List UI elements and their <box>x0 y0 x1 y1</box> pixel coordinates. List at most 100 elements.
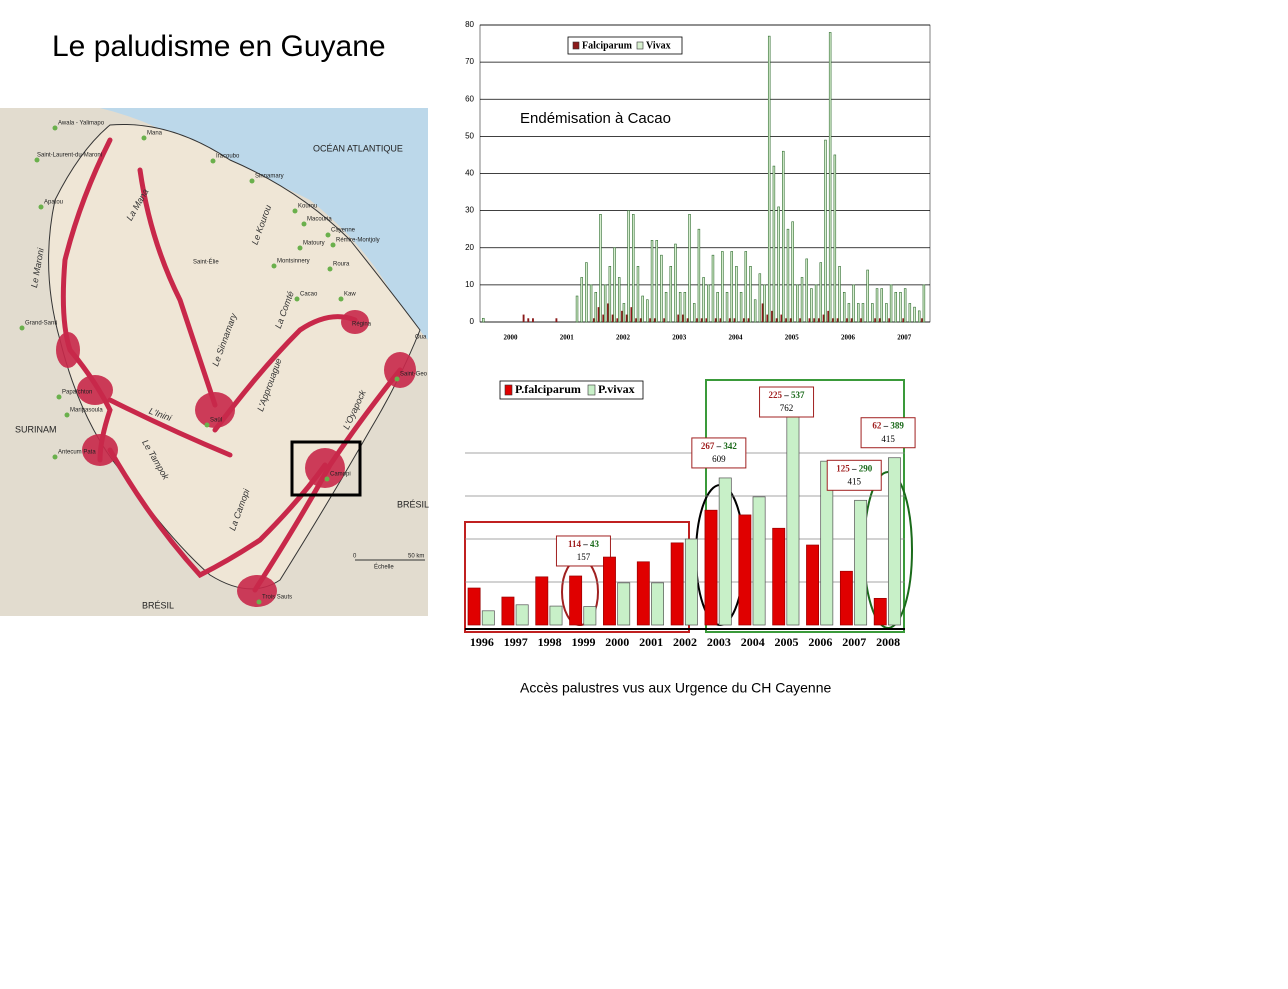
bar <box>625 314 628 322</box>
town-dot <box>56 394 62 400</box>
bar <box>806 544 819 626</box>
legend-label: Falciparum <box>582 40 633 51</box>
map-label: Saint-Geo <box>400 372 428 378</box>
bar <box>627 210 630 323</box>
bar <box>789 318 792 322</box>
annotation-falciparum: 62 <box>872 421 882 431</box>
bar <box>838 266 841 323</box>
annotation-vivax: 537 <box>791 390 805 400</box>
bar <box>824 139 827 323</box>
river <box>107 397 233 458</box>
bar <box>655 240 658 323</box>
bar <box>599 214 602 323</box>
map-label: 0 <box>353 554 357 560</box>
focus <box>77 375 113 405</box>
annotation-vivax: 43 <box>590 539 600 549</box>
town-dot <box>327 266 333 272</box>
bar <box>782 150 785 323</box>
map-label: Awala - Yalimapo <box>58 121 105 127</box>
bar <box>753 299 757 323</box>
focus <box>341 310 369 334</box>
bar <box>752 496 766 626</box>
bar <box>669 266 673 323</box>
x-tick-label: 2006 <box>841 334 856 342</box>
x-tick-label: 2001 <box>560 334 575 342</box>
bar <box>621 310 623 322</box>
bar <box>702 277 705 323</box>
bar <box>597 307 600 322</box>
bar <box>688 214 691 323</box>
annotation-total: 609 <box>712 454 726 464</box>
bar <box>799 318 802 322</box>
legend-swatch <box>636 41 644 50</box>
legend-box <box>499 380 644 400</box>
map-label: Cacao <box>300 292 318 298</box>
annotation-values: 125 – 290 <box>836 463 873 473</box>
town-dot <box>19 325 25 331</box>
bar <box>569 575 583 626</box>
x-tick-label: 2002 <box>616 334 631 342</box>
x-tick-label: 2002 <box>673 635 697 649</box>
bar <box>730 251 733 323</box>
legend-label: Vivax <box>646 40 671 51</box>
bar <box>873 597 887 626</box>
bar <box>677 314 680 322</box>
x-tick-label: 2007 <box>897 334 912 342</box>
bar <box>613 247 616 323</box>
dash: – <box>850 463 859 473</box>
annotation-falciparum: 114 <box>568 539 582 549</box>
bar <box>684 538 698 626</box>
bar <box>889 284 893 323</box>
x-tick-label: 1996 <box>470 635 494 649</box>
annotation-falciparum: 225 <box>769 390 783 400</box>
town-dot <box>249 178 255 184</box>
y-tick-label: 70 <box>465 57 474 66</box>
x-tick-label: 2007 <box>842 635 866 649</box>
bar <box>842 291 846 323</box>
bar <box>664 291 668 323</box>
map-label: Saint-Élie <box>193 259 219 266</box>
bar <box>833 154 837 323</box>
bar <box>880 288 883 323</box>
bar <box>903 288 907 323</box>
legend-box <box>567 36 683 55</box>
chart-caption: Accès palustres vus aux Urgence du CH Ca… <box>520 680 831 696</box>
bar <box>850 318 853 322</box>
x-tick-label: 2006 <box>808 635 832 649</box>
bar <box>805 258 808 323</box>
bar <box>716 291 719 323</box>
slide-title: Le paludisme en Guyane <box>52 30 386 63</box>
x-tick-label: 2008 <box>876 635 900 649</box>
bar <box>738 514 752 626</box>
bar <box>758 273 762 323</box>
focus <box>195 392 235 428</box>
map-label: Roura <box>333 262 350 268</box>
annotation-falciparum: 125 <box>836 463 850 473</box>
bar <box>735 266 738 323</box>
map-label: Saül <box>210 418 222 424</box>
bar <box>501 596 515 626</box>
legend-label: P.falciparum <box>515 382 581 396</box>
map-label: Cayenne <box>331 228 356 234</box>
map-label: OCÉAN ATLANTIQUE <box>313 143 403 153</box>
annotation-vivax: 290 <box>859 463 873 473</box>
map-label: Montsinnery <box>277 259 310 265</box>
bar <box>902 318 905 322</box>
bar <box>527 318 530 322</box>
dash: – <box>782 390 791 400</box>
map-label: BRÉSIL <box>142 600 174 610</box>
legend-label: P.vivax <box>598 382 635 396</box>
bar <box>622 303 626 323</box>
town-dot <box>330 242 336 248</box>
dash: – <box>881 421 890 431</box>
map-label: Trois Sauts <box>262 595 292 601</box>
map-label: SURINAM <box>15 424 57 434</box>
bar <box>866 269 869 323</box>
bar <box>860 318 863 322</box>
bar <box>761 303 764 322</box>
bar <box>585 262 588 323</box>
town-dot <box>210 158 216 164</box>
river <box>212 314 358 433</box>
town-dot <box>292 208 298 214</box>
